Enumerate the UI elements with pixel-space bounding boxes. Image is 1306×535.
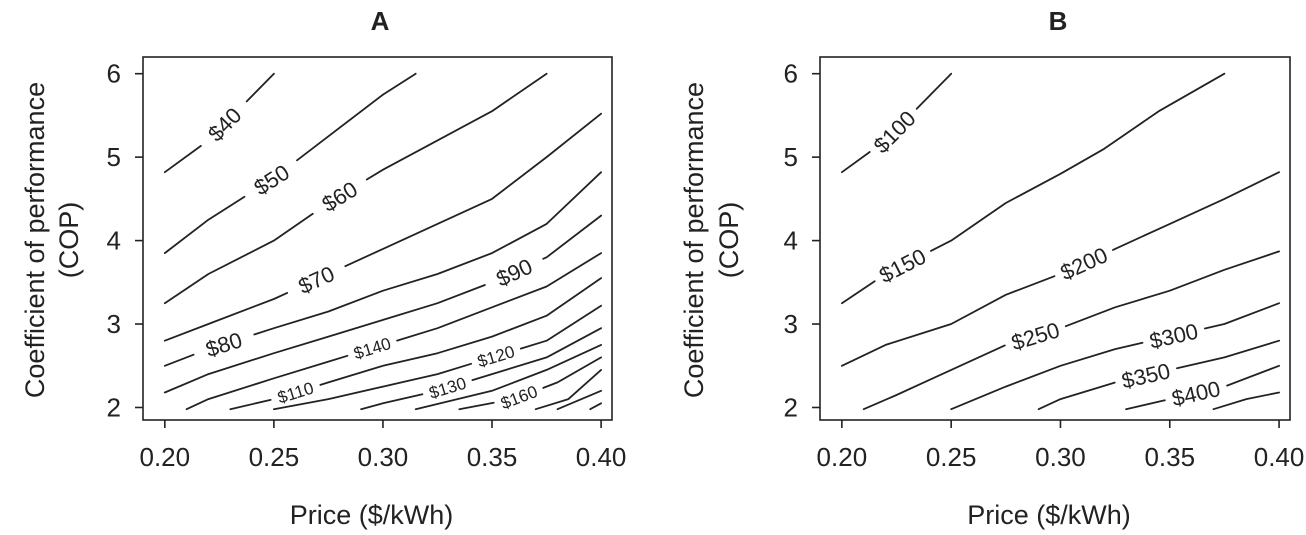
panel-a-contour-label-70: $70: [295, 261, 339, 299]
panel-a-contour-50-segment: [296, 72, 417, 162]
panel-a-contour-120-segment: [519, 304, 602, 350]
panel-b-contour-200-segment: [841, 275, 1056, 367]
panel-a-contour-140-segment: [396, 252, 602, 342]
panel-a-contour-60-segment: [163, 212, 314, 305]
panel-b-contour-150-segment: [841, 280, 876, 305]
panel-a-contour-unlabeled-13: [556, 389, 602, 411]
panel-a-y-axis-label-line-2: (COP): [54, 202, 84, 279]
panel-b-y-tick-label: 4: [784, 226, 798, 256]
panel-a-contour-label-90: $90: [492, 254, 536, 292]
panel-a-x-tick-label: 0.20: [140, 442, 191, 472]
panel-a-contour-40-segment: [163, 145, 202, 174]
panel-a-contour-40-segment: [245, 72, 275, 103]
panel-b-contour-350-segment: [1176, 339, 1280, 370]
panel-a-contour-unlabeled-12: [534, 369, 602, 411]
panel-a-contour-130-segment: [471, 327, 602, 381]
panel-a: A 0.20 0.25 0.30 0.35 0.40 2 3 4 5 6 Price ($/kWh) C…: [20, 6, 626, 530]
panel-a-y-tick-label: 6: [107, 59, 121, 89]
panel-b-contour-label-350: $350: [1119, 358, 1172, 393]
panel-a-x-axis-label: Price ($/kWh): [290, 500, 454, 530]
panel-b-contour-100-segment: [915, 72, 953, 110]
panel-b-y-axis-label-line-1: Coefficient of performance: [679, 82, 709, 398]
panel-a-title: A: [371, 6, 390, 36]
panel-a-contour-label-40: $40: [203, 103, 247, 147]
panel-a-contour-70-segment: [163, 292, 289, 342]
panel-b-x-axis-label: Price ($/kWh): [967, 500, 1131, 530]
panel-a-contour-60-segment: [365, 72, 548, 181]
panel-b-y-axis-label-line-2: (COP): [714, 202, 744, 279]
panel-a-plot-frame: [142, 56, 613, 421]
panel-b-contour-label-400: $400: [1169, 376, 1222, 411]
panel-b-contour-label-200: $200: [1057, 242, 1112, 285]
panel-a-contour-label-120: $120: [475, 342, 517, 371]
panel-a-contour-160-segment: [458, 401, 495, 411]
panel-a-y-tick-label: 2: [107, 392, 121, 422]
panel-b-x-tick-label: 0.30: [1035, 442, 1086, 472]
panel-b-contour-label-100: $100: [869, 106, 921, 158]
panel-a-contour-label-140: $140: [352, 334, 394, 363]
panel-b-plot-frame: [819, 56, 1291, 421]
panel-b-contour-label-300: $300: [1147, 318, 1200, 353]
panel-a-contour-80-segment: [163, 353, 195, 367]
panel-a-y-tick-label: 4: [107, 226, 121, 256]
panel-b-contour-100-segment: [841, 151, 871, 174]
panel-b-contour-300-segment: [1204, 302, 1280, 330]
panel-a-contour-90-segment: [163, 284, 486, 394]
panel-a-y-tick-label: 3: [107, 309, 121, 339]
panel-b-contour-400-segment: [1125, 399, 1166, 411]
panel-b-contour-150-segment: [930, 72, 1226, 252]
panel-a-contour-unlabeled-10: [414, 344, 602, 411]
panel-a-contour-110-segment: [229, 399, 272, 411]
panel-a-contour-label-50: $50: [249, 160, 293, 201]
panel-a-contour-90-segment: [542, 214, 602, 260]
panel-b-contour-400-segment: [1226, 364, 1280, 387]
panel-a-contour-110-segment: [319, 277, 602, 386]
panel-b-contour-unlabeled-7: [1212, 391, 1280, 411]
panel-a-y-tick-label: 5: [107, 142, 121, 172]
panel-b-x-tick-label: 0.40: [1254, 442, 1305, 472]
panel-a-x-tick-label: 0.40: [576, 442, 627, 472]
panel-a-contour-140-segment: [185, 354, 349, 411]
panel-a-x-tick-label: 0.25: [249, 442, 300, 472]
panel-a-y-axis-label-line-1: Coefficient of performance: [20, 82, 50, 398]
panel-b-x-tick-label: 0.20: [817, 442, 868, 472]
panel-b-y-tick-label: 3: [784, 309, 798, 339]
panel-b: B 0.20 0.25 0.30 0.35 0.40 2 3 4 5 6 Price ($/kWh) C…: [679, 6, 1304, 530]
panel-b-contour-250-segment: [862, 344, 1006, 411]
panel-b-contour-label-250: $250: [1008, 317, 1062, 355]
panel-b-x-tick-label: 0.35: [1144, 442, 1195, 472]
panel-a-contour-50-segment: [163, 195, 246, 254]
panel-a-x-tick-label: 0.35: [467, 442, 518, 472]
panel-a-contour-unlabeled-14: [589, 402, 602, 411]
panel-b-contour-300-segment: [950, 341, 1144, 411]
panel-b-y-tick-label: 5: [784, 142, 798, 172]
panel-b-contour-250-segment: [1064, 250, 1280, 328]
panel-a-contour-80-segment: [253, 171, 602, 336]
panel-b-y-tick-label: 6: [784, 59, 798, 89]
panel-a-contour-70-segment: [344, 112, 602, 268]
panel-a-contour-130-segment: [360, 393, 424, 411]
panel-a-x-tick-label: 0.30: [358, 442, 409, 472]
panel-b-contour-350-segment: [1037, 381, 1116, 411]
panel-a-contour-label-80: $80: [203, 327, 246, 362]
panel-b-y-tick-label: 2: [784, 392, 798, 422]
panel-b-title: B: [1049, 6, 1068, 36]
panel-b-contour-label-150: $150: [875, 244, 930, 288]
panel-a-contour-label-60: $60: [318, 176, 362, 217]
panel-b-x-tick-label: 0.25: [926, 442, 977, 472]
panel-a-contour-160-segment: [542, 356, 602, 389]
panel-a-contour-120-segment: [273, 362, 472, 411]
panel-b-contour-200-segment: [1112, 171, 1280, 251]
